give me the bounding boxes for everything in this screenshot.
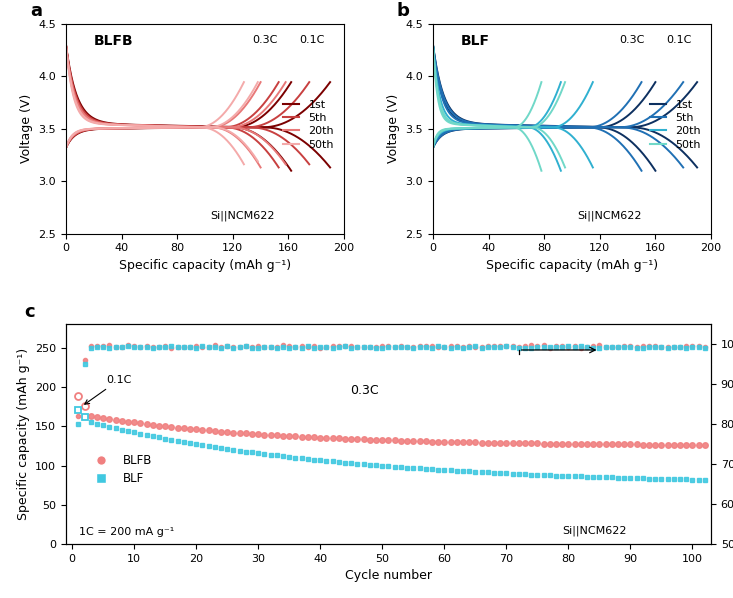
Text: Si||NCM622: Si||NCM622 [578,211,642,221]
Text: 0.3C: 0.3C [350,385,378,398]
Text: 1C = 200 mA g⁻¹: 1C = 200 mA g⁻¹ [79,527,174,538]
Text: Si||NCM622: Si||NCM622 [210,211,275,221]
X-axis label: Cycle number: Cycle number [345,569,432,582]
Legend: 1st, 5th, 20th, 50th: 1st, 5th, 20th, 50th [279,95,339,154]
Text: 0.3C: 0.3C [619,35,644,45]
Text: BLFB: BLFB [94,34,133,48]
Legend: BLFB, BLF: BLFB, BLF [85,450,157,490]
Text: 0.3C: 0.3C [252,35,278,45]
Text: 0.1C: 0.1C [300,35,325,45]
Text: 0.1C: 0.1C [85,375,132,404]
Text: BLF: BLF [461,34,490,48]
Y-axis label: Specific capacity (mAh g⁻¹): Specific capacity (mAh g⁻¹) [17,348,29,520]
Text: b: b [397,2,410,20]
Text: 0.1C: 0.1C [666,35,692,45]
X-axis label: Specific capacity (mAh g⁻¹): Specific capacity (mAh g⁻¹) [119,259,291,272]
Legend: 1st, 5th, 20th, 50th: 1st, 5th, 20th, 50th [645,95,705,154]
Y-axis label: Voltage (V): Voltage (V) [387,94,400,163]
Y-axis label: Voltage (V): Voltage (V) [20,94,33,163]
Text: Si||NCM622: Si||NCM622 [563,525,627,536]
Text: a: a [30,2,42,20]
Text: c: c [24,303,34,321]
X-axis label: Specific capacity (mAh g⁻¹): Specific capacity (mAh g⁻¹) [486,259,658,272]
